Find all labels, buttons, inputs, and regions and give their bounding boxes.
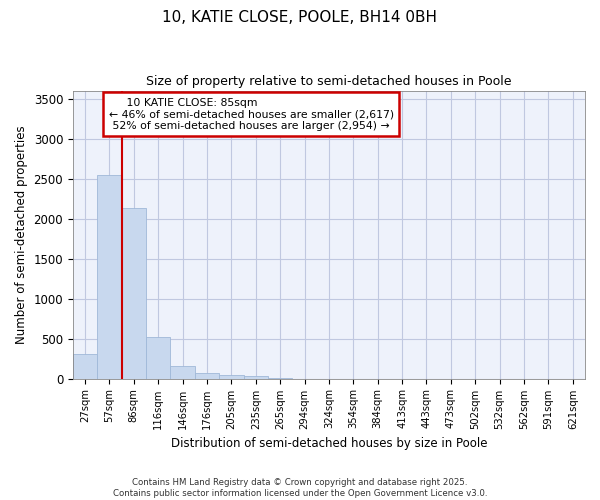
Bar xyxy=(122,208,146,378)
Title: Size of property relative to semi-detached houses in Poole: Size of property relative to semi-detach… xyxy=(146,75,512,88)
Bar xyxy=(219,375,244,378)
Bar xyxy=(244,376,268,378)
Bar xyxy=(195,373,219,378)
Text: 10, KATIE CLOSE, POOLE, BH14 0BH: 10, KATIE CLOSE, POOLE, BH14 0BH xyxy=(163,10,437,25)
X-axis label: Distribution of semi-detached houses by size in Poole: Distribution of semi-detached houses by … xyxy=(171,437,487,450)
Text: Contains HM Land Registry data © Crown copyright and database right 2025.
Contai: Contains HM Land Registry data © Crown c… xyxy=(113,478,487,498)
Bar xyxy=(97,176,122,378)
Bar xyxy=(146,336,170,378)
Text: 10 KATIE CLOSE: 85sqm
← 46% of semi-detached houses are smaller (2,617)
 52% of : 10 KATIE CLOSE: 85sqm ← 46% of semi-deta… xyxy=(109,98,394,131)
Y-axis label: Number of semi-detached properties: Number of semi-detached properties xyxy=(15,125,28,344)
Bar xyxy=(73,354,97,378)
Bar xyxy=(170,366,195,378)
